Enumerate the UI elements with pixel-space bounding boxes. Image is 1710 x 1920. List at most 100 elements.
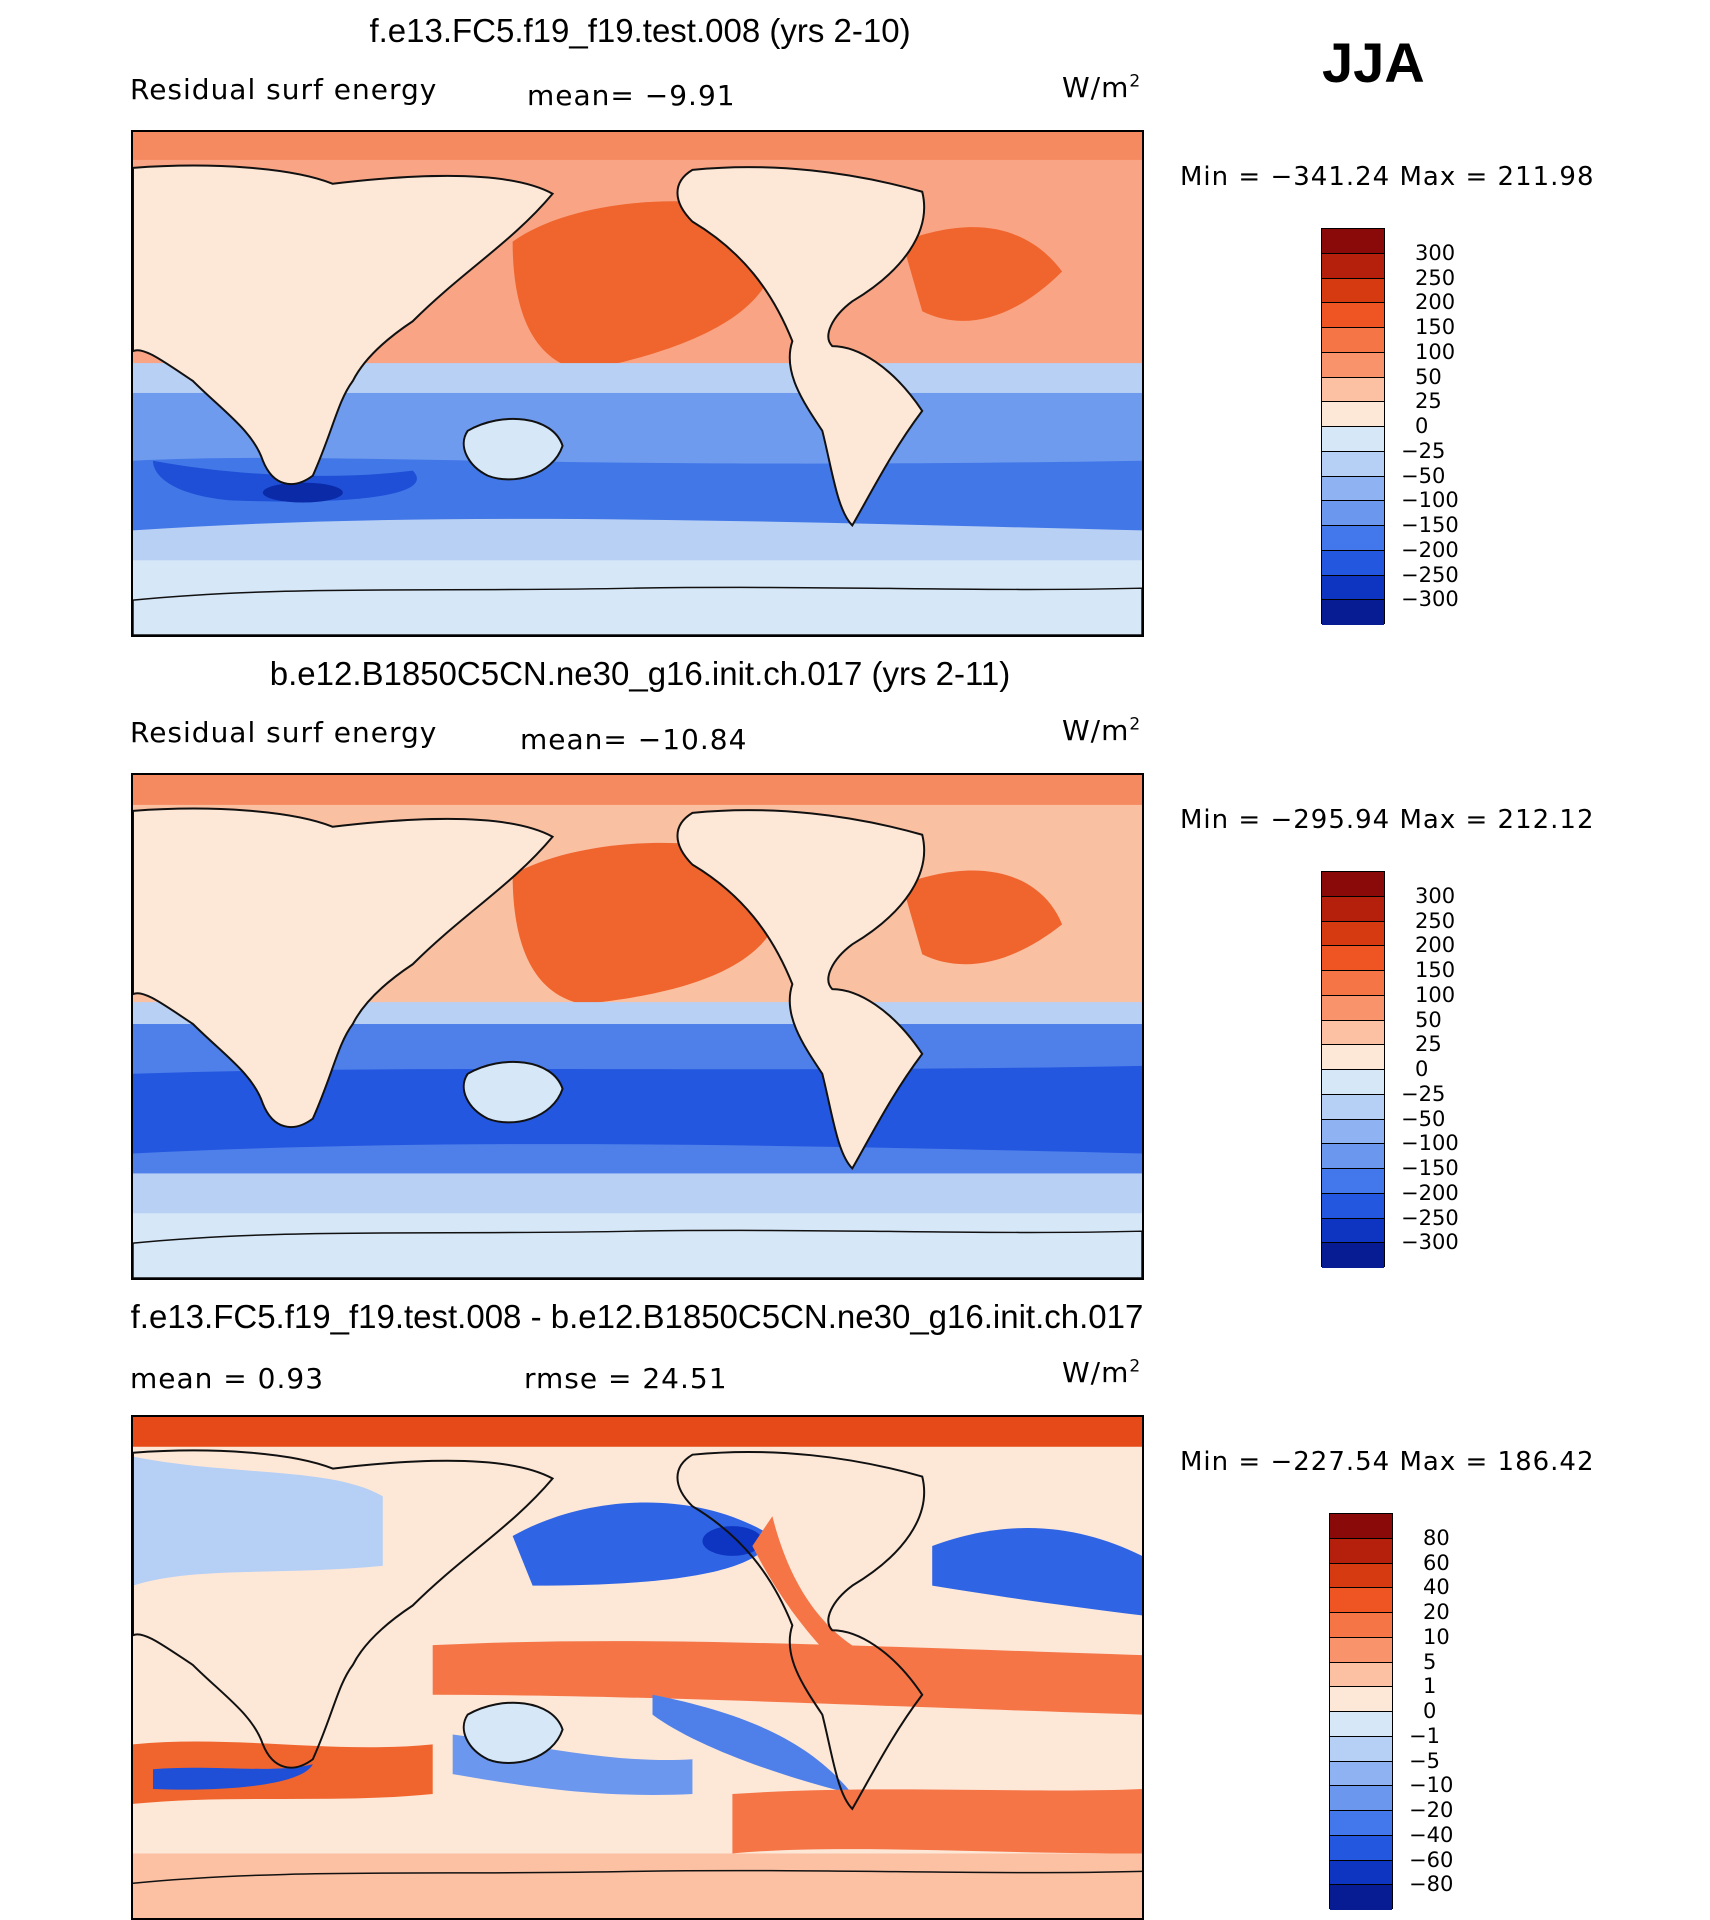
colorbar-label: −1 — [1409, 1723, 1440, 1748]
colorbar-segment — [1322, 328, 1384, 353]
colorbar-label: 5 — [1423, 1649, 1437, 1674]
panel2-variable-label: Residual surf energy — [130, 716, 438, 749]
colorbar-label: 250 — [1415, 908, 1456, 933]
colorbar-segment — [1330, 1736, 1392, 1762]
panel2-map — [131, 773, 1144, 1280]
colorbar-label: −150 — [1401, 1156, 1459, 1180]
colorbar-segment — [1322, 896, 1384, 922]
colorbar-label: −40 — [1409, 1822, 1454, 1847]
colorbar-segment — [1322, 476, 1384, 502]
colorbar-label: 50 — [1415, 364, 1442, 389]
panel2-colorbar — [1321, 871, 1385, 1268]
colorbar-label: 1 — [1423, 1674, 1437, 1699]
colorbar-segment — [1322, 872, 1384, 897]
colorbar-segment — [1322, 971, 1384, 996]
colorbar-label: −10 — [1409, 1773, 1454, 1798]
panel3-rmse-label: rmse = 24.51 — [524, 1362, 728, 1395]
colorbar-label: −25 — [1401, 1081, 1446, 1106]
colorbar-label: 20 — [1423, 1600, 1450, 1624]
colorbar-segment — [1330, 1514, 1392, 1539]
colorbar-segment — [1322, 303, 1384, 328]
colorbar-segment — [1330, 1860, 1392, 1886]
colorbar-segment — [1322, 921, 1384, 947]
colorbar-segment — [1322, 1169, 1384, 1194]
colorbar-segment — [1322, 253, 1384, 279]
colorbar-segment — [1330, 1637, 1392, 1663]
colorbar-label: 0 — [1415, 414, 1429, 438]
colorbar-label: 0 — [1415, 1057, 1429, 1081]
colorbar-label: 25 — [1415, 389, 1442, 414]
colorbar-segment — [1322, 1045, 1384, 1070]
panel1-map — [131, 130, 1144, 637]
season-label: JJA — [1322, 31, 1425, 94]
colorbar-segment — [1330, 1761, 1392, 1787]
colorbar-label: −200 — [1401, 537, 1459, 562]
colorbar-segment — [1330, 1835, 1392, 1861]
colorbar-label: −60 — [1409, 1847, 1454, 1872]
colorbar-segment — [1322, 278, 1384, 304]
colorbar-segment — [1322, 1070, 1384, 1095]
colorbar-segment — [1322, 550, 1384, 576]
colorbar-segment — [1330, 1662, 1392, 1688]
panel1-minmax: Min = −341.24 Max = 211.98 — [1180, 162, 1595, 192]
colorbar-segment — [1322, 526, 1384, 551]
panel1-map-svg — [133, 132, 1142, 635]
panel1-colorbar — [1321, 228, 1385, 625]
colorbar-label: 80 — [1423, 1525, 1450, 1550]
colorbar-label: −150 — [1401, 513, 1459, 537]
colorbar-label: −100 — [1401, 488, 1459, 513]
colorbar-label: −300 — [1401, 587, 1459, 612]
colorbar-segment — [1330, 1588, 1392, 1613]
colorbar-segment — [1322, 1193, 1384, 1219]
colorbar-label: −200 — [1401, 1180, 1459, 1205]
colorbar-segment — [1322, 1094, 1384, 1120]
colorbar-label: −20 — [1409, 1798, 1454, 1822]
colorbar-segment — [1322, 1218, 1384, 1244]
panel1-units: W/m2 — [1062, 71, 1142, 104]
colorbar-label: 25 — [1415, 1032, 1442, 1057]
colorbar-label: −100 — [1401, 1131, 1459, 1156]
colorbar-label: 150 — [1415, 958, 1456, 982]
colorbar-label: 100 — [1415, 982, 1456, 1007]
panel1-mean-label: mean= −9.91 — [527, 79, 736, 112]
panel3-map — [131, 1415, 1144, 1920]
panel3-map-svg — [133, 1417, 1142, 1918]
colorbar-label: 10 — [1423, 1624, 1450, 1649]
panel3-minmax: Min = −227.54 Max = 186.42 — [1180, 1447, 1595, 1477]
colorbar-segment — [1330, 1786, 1392, 1811]
colorbar-segment — [1330, 1687, 1392, 1712]
colorbar-label: −80 — [1409, 1872, 1454, 1897]
colorbar-segment — [1322, 402, 1384, 427]
panel1-variable-label: Residual surf energy — [130, 73, 438, 106]
colorbar-label: 50 — [1415, 1007, 1442, 1032]
panel3-mean-label: mean = 0.93 — [130, 1362, 325, 1395]
colorbar-label: 0 — [1423, 1699, 1437, 1723]
colorbar-label: 200 — [1415, 933, 1456, 958]
panel2-units: W/m2 — [1062, 714, 1142, 747]
colorbar-label: −250 — [1401, 562, 1459, 587]
panel2-map-svg — [133, 775, 1142, 1278]
colorbar-label: 200 — [1415, 290, 1456, 315]
colorbar-segment — [1322, 946, 1384, 971]
colorbar-label: −300 — [1401, 1230, 1459, 1255]
panel3-units: W/m2 — [1062, 1356, 1142, 1389]
colorbar-segment — [1330, 1563, 1392, 1589]
colorbar-segment — [1322, 1119, 1384, 1145]
panel1-title: f.e13.FC5.f19_f19.test.008 (yrs 2-10) — [369, 12, 911, 49]
panel3-colorbar — [1329, 1513, 1393, 1910]
colorbar-segment — [1322, 1144, 1384, 1169]
colorbar-segment — [1330, 1811, 1392, 1836]
colorbar-label: 60 — [1423, 1550, 1450, 1575]
colorbar-segment — [1322, 229, 1384, 254]
colorbar-label: 300 — [1415, 883, 1456, 908]
panel2-minmax: Min = −295.94 Max = 212.12 — [1180, 805, 1595, 835]
colorbar-segment — [1322, 501, 1384, 526]
panel3-title: f.e13.FC5.f19_f19.test.008 - b.e12.B1850… — [130, 1298, 1144, 1335]
colorbar-label: 300 — [1415, 240, 1456, 265]
colorbar-label: −25 — [1401, 438, 1446, 463]
colorbar-label: 40 — [1423, 1575, 1450, 1600]
colorbar-segment — [1330, 1885, 1392, 1910]
colorbar-segment — [1330, 1538, 1392, 1564]
colorbar-segment — [1322, 600, 1384, 625]
colorbar-segment — [1330, 1712, 1392, 1737]
